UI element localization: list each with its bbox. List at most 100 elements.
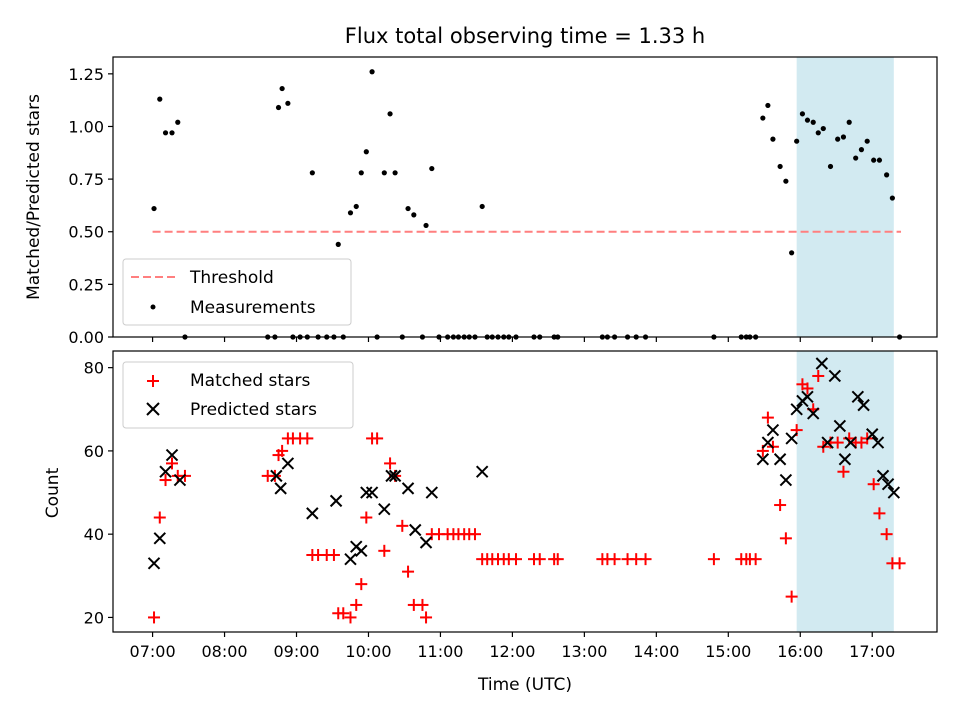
measurements-point bbox=[858, 147, 865, 153]
counts-xtick-label: 16:00 bbox=[777, 642, 823, 661]
measurements-point bbox=[169, 130, 175, 136]
counts-xtick-label: 08:00 bbox=[201, 642, 247, 661]
ratio-ytick-label: 1.00 bbox=[68, 117, 104, 136]
counts-xtick-label: 09:00 bbox=[273, 642, 319, 661]
predicted-stars-point bbox=[866, 428, 879, 441]
predicted-stars-point bbox=[409, 523, 422, 537]
matched-stars-point bbox=[344, 611, 357, 624]
measurements-point bbox=[353, 203, 359, 210]
measurements-point bbox=[381, 170, 387, 176]
ratio-ytick-label: 0.75 bbox=[68, 170, 104, 189]
predicted-stars-point bbox=[365, 486, 379, 499]
predicted-stars-point bbox=[378, 502, 391, 516]
predicted-stars-point bbox=[355, 544, 368, 558]
counts-points-layer bbox=[147, 357, 906, 624]
matched-stars-point bbox=[301, 432, 314, 445]
matched-stars-point bbox=[355, 578, 368, 591]
matched-stars-point bbox=[893, 557, 906, 570]
measurements-point bbox=[279, 85, 285, 92]
figure-title: Flux total observing time = 1.33 h bbox=[345, 24, 705, 48]
ratio-legend-measurements-label: Measurements bbox=[190, 298, 316, 318]
predicted-stars-point bbox=[274, 482, 287, 495]
predicted-stars-point bbox=[388, 469, 402, 483]
measurements-point bbox=[827, 163, 834, 170]
counts-ytick-label: 80 bbox=[84, 359, 104, 378]
ratio-legend-box bbox=[122, 258, 352, 326]
counts-legend-box bbox=[122, 361, 354, 429]
predicted-stars-point bbox=[270, 469, 283, 483]
predicted-stars-point bbox=[475, 465, 489, 478]
matched-stars-point bbox=[639, 553, 652, 566]
counts-xtick-label: 12:00 bbox=[489, 642, 535, 661]
measurements-point bbox=[789, 250, 795, 256]
predicted-stars-point bbox=[756, 453, 770, 466]
predicted-stars-point bbox=[281, 457, 295, 470]
predicted-stars-point bbox=[401, 482, 415, 495]
counts-legend-predicted-label: Predicted stars bbox=[190, 400, 317, 420]
predicted-stars-point bbox=[153, 532, 166, 545]
measurements-point bbox=[884, 172, 890, 178]
measurements-point bbox=[405, 205, 411, 212]
counts-highlight-span bbox=[796, 351, 894, 632]
counts-xtick-label: 10:00 bbox=[345, 642, 391, 661]
matched-stars-point bbox=[510, 553, 523, 566]
matched-stars-point bbox=[371, 432, 384, 445]
measurements-point bbox=[864, 138, 870, 144]
predicted-stars-point bbox=[790, 403, 803, 416]
matched-stars-point bbox=[779, 532, 792, 545]
ratio-span-layer bbox=[796, 57, 894, 337]
measurements-point bbox=[804, 117, 811, 123]
measurements-point bbox=[871, 157, 877, 163]
predicted-stars-point bbox=[360, 486, 373, 499]
matched-stars-point bbox=[774, 499, 787, 512]
predicted-stars-point bbox=[871, 436, 885, 449]
ratio-ytick-label: 0.50 bbox=[68, 223, 104, 242]
predicted-stars-point bbox=[159, 465, 172, 478]
predicted-stars-point bbox=[807, 407, 820, 420]
predicted-stars-point bbox=[773, 453, 787, 466]
measurements-point bbox=[760, 115, 766, 121]
predicted-stars-point bbox=[857, 398, 870, 412]
measurements-point bbox=[810, 119, 816, 125]
matched-stars-point bbox=[276, 444, 289, 457]
matched-stars-point bbox=[166, 457, 179, 470]
measurements-point bbox=[783, 178, 789, 184]
counts-panel: 20 40 60 80 07:00 08:00 09:00 10:00 11:00 12:00 13… bbox=[43, 350, 938, 695]
measurements-point bbox=[429, 165, 435, 172]
matched-stars-point bbox=[148, 611, 161, 624]
matched-stars-point bbox=[873, 507, 886, 520]
predicted-stars-point bbox=[306, 507, 319, 520]
predicted-stars-point bbox=[828, 369, 842, 383]
matched-stars-point bbox=[153, 511, 166, 524]
measurements-point bbox=[411, 212, 417, 218]
predicted-stars-point bbox=[385, 469, 398, 483]
ratio-ylabel: Matched/Predicted stars bbox=[24, 94, 44, 300]
predicted-stars-point bbox=[785, 432, 798, 445]
matched-stars-point bbox=[350, 598, 363, 611]
measurements-point bbox=[765, 102, 771, 109]
measurements-point bbox=[285, 100, 291, 106]
counts-legend-matched-swatch bbox=[147, 375, 159, 387]
matched-stars-point bbox=[867, 478, 880, 491]
counts-xlabel: Time (UTC) bbox=[477, 675, 572, 695]
measurements-point bbox=[392, 170, 398, 176]
measurements-point bbox=[387, 111, 393, 117]
predicted-stars-point bbox=[147, 557, 161, 570]
measurements-point bbox=[846, 119, 852, 125]
predicted-stars-point bbox=[881, 478, 895, 491]
measurements-point bbox=[835, 136, 841, 142]
predicted-stars-point bbox=[821, 436, 834, 449]
predicted-stars-point bbox=[344, 552, 357, 566]
counts-xtick-label: 11:00 bbox=[417, 642, 463, 661]
ratio-axes-frame bbox=[112, 56, 938, 338]
counts-span-layer bbox=[796, 351, 894, 632]
matched-stars-point bbox=[837, 465, 850, 478]
matched-stars-point bbox=[402, 565, 415, 578]
predicted-stars-point bbox=[851, 390, 865, 403]
ratio-ytick-label: 0.25 bbox=[68, 275, 104, 294]
matched-stars-point bbox=[337, 607, 350, 620]
predicted-stars-point bbox=[419, 536, 433, 549]
measurements-point bbox=[309, 170, 315, 176]
predicted-stars-point bbox=[766, 423, 780, 437]
